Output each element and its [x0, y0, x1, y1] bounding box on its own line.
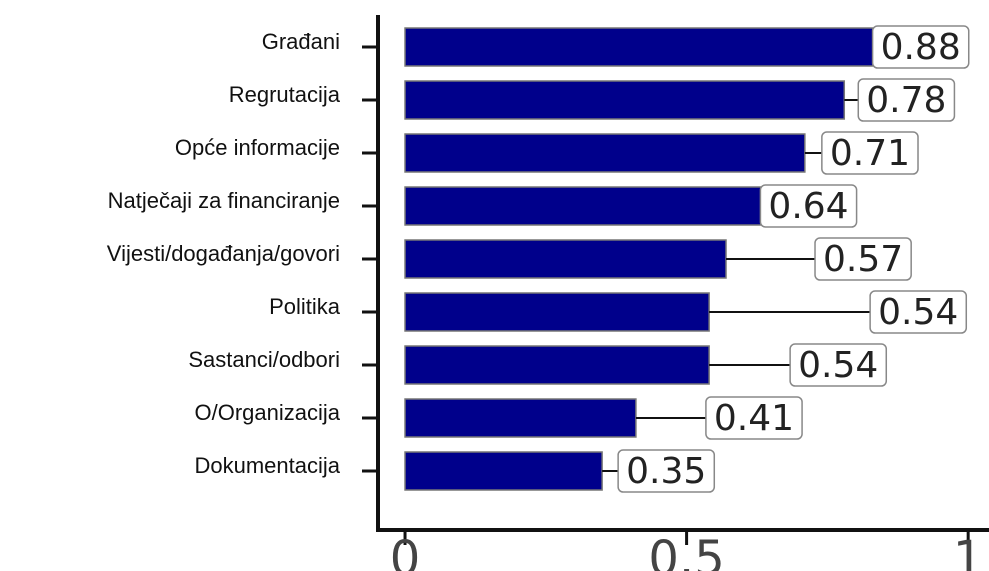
value-label-box: [617, 449, 716, 493]
y-tick-label: Sastanci/odbori: [188, 347, 340, 372]
bar: [404, 186, 767, 226]
value-label-box: [789, 343, 888, 387]
value-label: 0.54: [878, 292, 958, 333]
value-label: 0.57: [823, 239, 903, 280]
x-tick-label: 0.5: [648, 531, 724, 571]
bar: [404, 292, 710, 332]
value-label-box: [705, 396, 803, 440]
value-label: 0.78: [866, 80, 946, 121]
value-label-box: [814, 237, 912, 281]
y-tick-label: Regrutacija: [229, 82, 341, 107]
bar: [404, 239, 727, 279]
y-tick-label: Politika: [269, 294, 341, 319]
value-label: 0.35: [626, 451, 706, 492]
value-label-box: [857, 78, 956, 122]
value-label: 0.41: [714, 398, 794, 439]
y-tick-label: O/Organizacija: [194, 400, 340, 425]
y-tick-label: Građani: [262, 29, 340, 54]
value-label: 0.64: [768, 186, 848, 227]
value-label-box: [759, 184, 858, 228]
value-label: 0.71: [830, 133, 910, 174]
bar: [404, 80, 846, 120]
value-label-box: [821, 131, 919, 175]
x-tick-label: 1: [953, 531, 984, 571]
x-tick-label: 0: [390, 531, 421, 571]
y-tick-label: Opće informacije: [175, 135, 340, 160]
bar: [404, 133, 806, 173]
y-tick-label: Natječaji za financiranje: [108, 188, 340, 213]
y-tick-label: Dokumentacija: [194, 453, 340, 478]
bar: [404, 345, 710, 385]
value-label: 0.88: [881, 27, 961, 68]
value-label-box: [871, 25, 970, 69]
bar: [404, 27, 902, 67]
bar: [404, 451, 603, 491]
y-tick-label: Vijesti/događanja/govori: [107, 241, 340, 266]
value-label: 0.54: [798, 345, 878, 386]
value-label-box: [869, 290, 968, 334]
bar: [404, 398, 637, 438]
